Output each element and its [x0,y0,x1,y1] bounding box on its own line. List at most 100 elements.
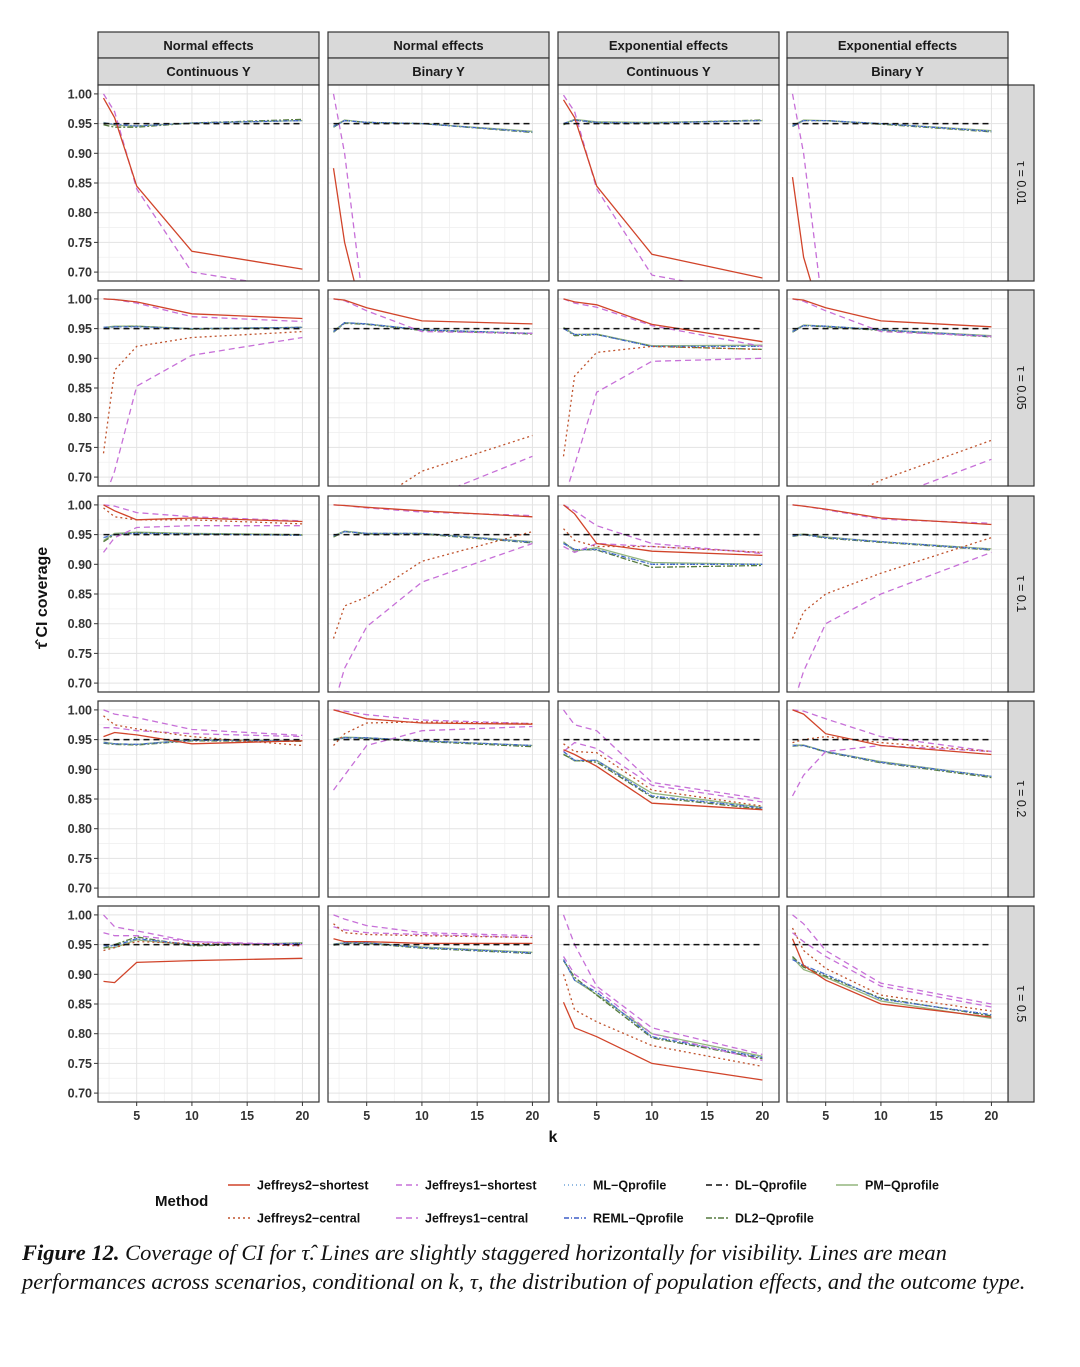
panel-border [557,905,780,1103]
series-line-ml [562,959,763,1059]
y-tick-label: 0.90 [68,968,92,982]
panel-series-group [332,93,533,281]
y-tick-label: 0.85 [68,382,92,396]
x-tick-label: 15 [700,1109,714,1123]
y-tick-label: 0.70 [68,471,92,485]
series-line-reml [103,938,303,947]
y-tick-label: 0.90 [68,147,92,161]
panel-series-group [102,504,303,553]
figure-caption: Figure 12. Coverage of CI for τ̂. Lines … [22,1238,1058,1296]
series-line-j2c [333,923,533,939]
x-tick-label: 10 [185,1109,199,1123]
series-line-j2c [563,743,763,807]
facet-strip-top-label: Normal effects [393,38,483,53]
series-line-ml [563,750,763,809]
panel-border [327,905,550,1103]
y-tick-label: 0.80 [68,822,92,836]
panel-series-group [562,914,763,1081]
facet-strip-bottom [327,57,550,86]
series-line-j2s [103,298,303,320]
series-line-j1s [103,914,303,946]
legend-label-j2s: Jeffreys2−shortest [257,1179,369,1193]
panel-series-group [332,504,533,692]
series-line-reml [103,739,303,746]
series-line-reml [562,959,763,1059]
series-line-j1c [792,932,992,1008]
series-line-j1s [333,914,533,937]
panel-series-group [102,298,303,486]
y-axis-title: τ̂ CI coverage [34,547,51,649]
y-tick-label: 0.95 [68,528,92,542]
series-line-ml [333,322,533,335]
panel-series-group [103,914,303,984]
x-tick-label: 10 [645,1109,659,1123]
panel-border [786,700,1009,898]
series-line-j1s [103,709,303,737]
y-tick-label: 0.85 [68,998,92,1012]
y-tick-label: 0.70 [68,677,92,691]
facet-strip-right-label: τ = 0.01 [1014,161,1028,205]
y-tick-label: 0.80 [68,206,92,220]
panel-series-group [333,914,533,955]
series-line-reml [333,942,533,954]
series-line-dl2 [563,753,763,810]
x-tick-label: 5 [133,1109,140,1123]
x-tick-label: 20 [295,1109,309,1123]
series-line-ml [333,119,533,133]
x-tick-label: 15 [470,1109,484,1123]
series-line-j1c [562,956,763,1062]
series-line-j1s [103,504,303,522]
y-tick-label: 0.90 [68,763,92,777]
legend-label-pm: PM−Qprofile [865,1179,939,1193]
y-tick-label: 0.75 [68,1057,92,1071]
legend-label-dl2: DL2−Qprofile [735,1212,814,1226]
series-line-j1c [333,926,533,939]
panel-series-group [562,298,763,486]
series-line-ml [563,542,763,565]
series-line-dl2 [103,532,303,543]
panel-border [786,84,1009,282]
series-line-j2s [562,1001,763,1081]
y-tick-label: 0.95 [68,117,92,131]
facet-strip-top [97,31,320,59]
series-line-j1s [333,298,533,335]
series-line-j1c [108,336,303,486]
facet-strip-top-label: Normal effects [163,38,253,53]
series-line-reml [333,119,533,133]
y-tick-label: 0.75 [68,236,92,250]
panel-series-group [333,298,533,486]
series-line-j1c [103,727,303,738]
facet-strip-bottom-label: Binary Y [871,64,924,79]
facet-strip-bottom-label: Binary Y [412,64,465,79]
panel-series-group [102,93,303,281]
panel-border [327,495,550,693]
y-tick-label: 0.95 [68,322,92,336]
x-tick-label: 5 [593,1109,600,1123]
x-tick-label: 20 [525,1109,539,1123]
facet-strip-right [1007,905,1035,1103]
facet-strip-right-label: τ = 0.1 [1014,576,1028,613]
x-tick-label: 20 [755,1109,769,1123]
panel-series-group [562,94,763,281]
y-tick-label: 0.85 [68,588,92,602]
figure-caption-text: Coverage of CI for τ̂. Lines are slightl… [22,1240,1026,1294]
series-line-j1s [562,94,687,281]
facet-strip-right-label: τ = 0.05 [1014,366,1028,410]
series-line-reml [563,119,763,125]
series-line-j2s [333,298,533,325]
x-tick-label: 20 [984,1109,998,1123]
series-line-j2c [333,721,533,746]
series-line-j2c [103,715,303,747]
series-line-j1c [791,744,992,797]
series-line-j2c [791,927,992,1012]
legend-label-j1c: Jeffreys1−central [425,1212,528,1226]
series-line-reml [103,326,303,330]
y-tick-label: 1.00 [68,498,92,512]
series-line-j2s [792,709,992,756]
legend-label-j2c: Jeffreys2−central [257,1212,360,1226]
series-line-j1s [562,914,763,1056]
series-line-j1s [791,93,821,281]
series-line-j2s [102,97,303,270]
y-tick-label: 0.70 [68,1087,92,1101]
y-tick-label: 0.70 [68,266,92,280]
